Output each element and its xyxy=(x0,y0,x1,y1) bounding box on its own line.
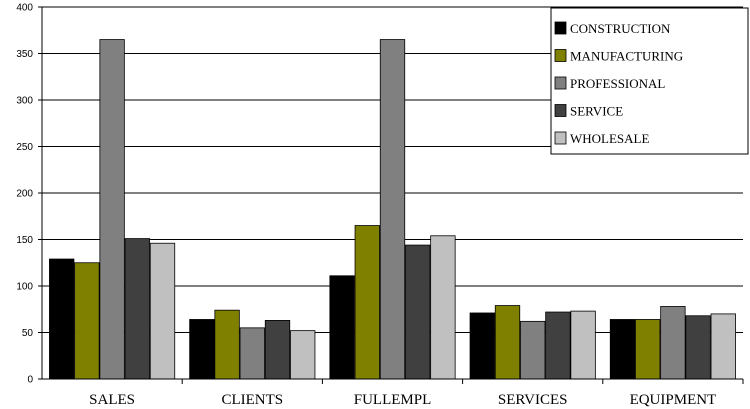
bar xyxy=(685,315,711,380)
y-tick-label: 50 xyxy=(22,328,34,339)
y-tick-label: 400 xyxy=(16,3,33,14)
legend-label: PROFESSIONAL xyxy=(570,76,665,91)
bar xyxy=(189,319,215,380)
legend-swatch xyxy=(554,21,567,35)
legend-label: SERVICE xyxy=(570,104,623,119)
legend-box xyxy=(550,7,749,155)
bar xyxy=(710,313,736,380)
bar xyxy=(609,319,636,380)
bar xyxy=(570,310,596,380)
x-category-label: SALES xyxy=(89,392,135,408)
axes: 0 50 100 150 200 250 300 350 400 SALES CLIENTS FULL… xyxy=(16,3,744,408)
bar xyxy=(545,311,571,380)
bar xyxy=(430,235,456,380)
bar xyxy=(520,320,546,380)
y-tick-label: 350 xyxy=(16,49,33,60)
bar xyxy=(660,306,686,380)
bar xyxy=(635,319,661,380)
bar xyxy=(264,320,291,380)
bar xyxy=(494,305,521,380)
legend: CONSTRUCTION MANUFACTURING PROFESSIONAL SER… xyxy=(550,7,749,155)
legend-swatch xyxy=(554,49,567,62)
y-tick-label: 150 xyxy=(16,235,33,246)
bar xyxy=(99,39,125,380)
y-tick-label: 300 xyxy=(16,96,33,107)
legend-label: WHOLESALE xyxy=(570,131,649,146)
x-category-label: EQUIPMENT xyxy=(630,392,717,408)
bar xyxy=(290,330,316,380)
bar xyxy=(469,312,495,380)
legend-swatch xyxy=(554,76,567,90)
legend-swatch xyxy=(554,104,567,117)
bar xyxy=(49,258,75,380)
x-category-label: CLIENTS xyxy=(221,392,283,408)
legend-swatch xyxy=(554,131,567,145)
bar xyxy=(74,262,100,380)
legend-label: CONSTRUCTION xyxy=(570,21,671,36)
y-tick-label: 250 xyxy=(16,142,33,153)
bar xyxy=(149,242,176,380)
x-category-label: FULLEMPL xyxy=(354,392,432,408)
legend-label: MANUFACTURING xyxy=(570,49,683,64)
bar xyxy=(214,309,240,380)
y-tick-label: 0 xyxy=(27,375,33,386)
bar xyxy=(124,238,150,380)
bars xyxy=(49,39,736,380)
bar xyxy=(354,225,380,380)
bar xyxy=(329,275,355,380)
y-tick-label: 200 xyxy=(16,189,33,200)
bar xyxy=(379,39,406,380)
x-category-label: SERVICES xyxy=(498,392,568,408)
bar xyxy=(405,244,431,380)
bar xyxy=(239,327,265,380)
y-tick-label: 100 xyxy=(16,282,33,293)
